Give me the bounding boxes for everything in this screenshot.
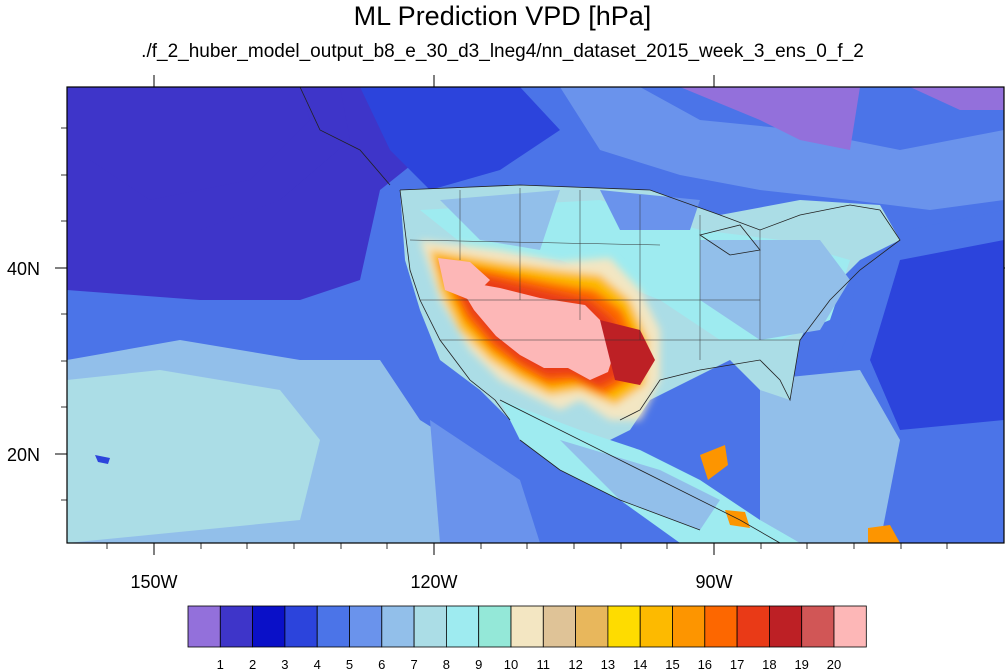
colorbar-label: 7 [410,657,417,672]
lon-label-90w: 90W [695,572,732,592]
colorbar: 1 2 3 4 5 6 7 8 9 10 11 12 13 14 15 16 17 18 19 20 [187,605,867,672]
vpd-field [67,87,1004,543]
colorbar-label: 13 [601,657,615,672]
colorbar-swatch [316,605,350,648]
colorbar-label: 1 [217,657,224,672]
colorbar-swatch [801,605,835,648]
map-title: ML Prediction VPD [hPa] [353,1,652,31]
colorbar-swatch [542,605,576,648]
colorbar-label: 19 [794,657,808,672]
colorbar-label: 20 [827,657,841,672]
colorbar-label: 17 [730,657,744,672]
colorbar-swatch [349,605,383,648]
minor-ticks [61,127,948,549]
lat-label-20n: 20N [7,445,40,465]
state-borders [409,188,800,360]
colorbar-swatch [639,605,673,648]
colorbar-label: 12 [568,657,582,672]
colorbar-label: 9 [475,657,482,672]
colorbar-label: 3 [281,657,288,672]
map-subtitle: ./f_2_huber_model_output_b8_e_30_d3_lneg… [141,41,864,62]
colorbar-label: 8 [443,657,450,672]
colorbar-swatch [672,605,706,648]
colorbar-swatch [769,605,803,648]
colorbar-swatch [219,605,254,648]
lon-label-120w: 120W [410,572,457,592]
colorbar-swatch [575,605,609,648]
region-high-vpd [455,280,615,380]
plot-frame [66,86,1005,544]
lat-label-40n: 40N [7,259,40,279]
colorbar-label: 4 [314,657,321,672]
colorbar-label: 15 [665,657,679,672]
colorbar-swatch [445,605,480,648]
colorbar-swatch [381,605,415,648]
colorbar-swatch [704,605,738,648]
axis-ticks [55,75,1005,555]
colorbar-label: 14 [633,657,647,672]
lon-label-150w: 150W [130,572,177,592]
colorbar-swatch [413,605,447,648]
region-hawaii [95,455,110,464]
colorbar-swatch [478,605,512,648]
colorbar-swatch [510,605,544,648]
colorbar-label: 6 [378,657,385,672]
colorbar-swatch [833,605,867,648]
colorbar-swatch [736,605,770,648]
colorbar-swatch [252,605,286,648]
colorbar-label: 18 [762,657,776,672]
colorbar-label: 16 [698,657,712,672]
coastlines [299,87,901,543]
colorbar-swatch [607,605,641,648]
colorbar-label: 2 [249,657,256,672]
colorbar-label: 11 [537,657,551,672]
colorbar-swatch [187,605,221,648]
region-hudson-bay [680,87,860,150]
colorbar-label: 5 [346,657,353,672]
colorbar-label: 10 [504,657,518,672]
colorbar-swatch [284,605,318,648]
